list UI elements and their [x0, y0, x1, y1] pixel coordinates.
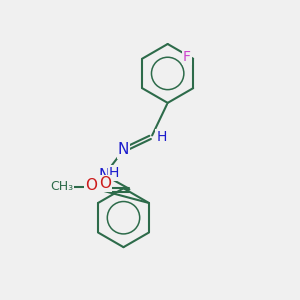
Text: F: F [183, 50, 191, 64]
Text: N: N [118, 142, 129, 158]
Text: O: O [85, 178, 97, 193]
Text: O: O [99, 176, 111, 191]
Text: CH₃: CH₃ [50, 180, 73, 193]
Text: H: H [109, 166, 119, 180]
Text: N: N [98, 167, 110, 182]
Text: H: H [157, 130, 167, 144]
